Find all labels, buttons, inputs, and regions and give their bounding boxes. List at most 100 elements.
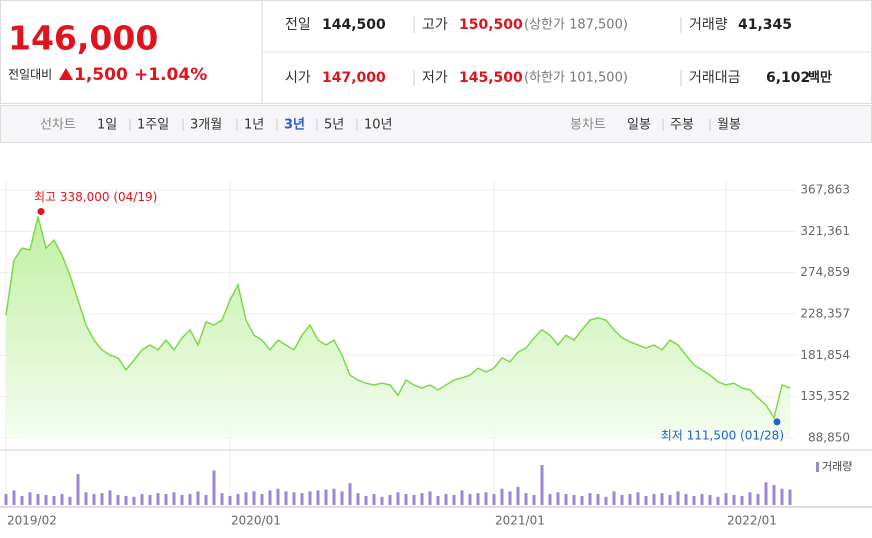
volume-bar bbox=[444, 494, 448, 505]
tab[interactable]: 일봉 bbox=[627, 118, 651, 133]
extreme-dot bbox=[37, 208, 45, 216]
extreme-dot bbox=[773, 418, 781, 426]
volume-bar bbox=[620, 495, 624, 505]
annotation: 최저 111,500 (01/28) bbox=[661, 428, 784, 442]
value: 150,500 bbox=[459, 17, 523, 33]
value: 147,000 bbox=[322, 70, 386, 86]
volume-bar bbox=[20, 495, 24, 505]
volume-bar bbox=[244, 492, 248, 505]
volume-bar bbox=[4, 494, 8, 505]
volume-bar bbox=[156, 493, 160, 505]
volume-bar bbox=[28, 492, 32, 505]
volume-bar bbox=[180, 495, 184, 505]
tab[interactable]: 10년 bbox=[364, 118, 393, 133]
label: 전일 bbox=[285, 17, 311, 33]
volume-bar bbox=[788, 489, 792, 505]
volume-bar bbox=[212, 470, 216, 505]
label: 시가 bbox=[285, 70, 311, 86]
volume-bar bbox=[412, 495, 416, 505]
change: 1,500 bbox=[74, 65, 128, 85]
volume-bar bbox=[380, 496, 384, 505]
note: (상한가 187,500) bbox=[524, 18, 628, 33]
change-pct: +1.04% bbox=[134, 65, 207, 85]
volume-bar bbox=[108, 490, 112, 505]
y-tick-label: 181,854 bbox=[800, 348, 850, 362]
volume-bar bbox=[132, 496, 136, 505]
label: 거래량 bbox=[689, 17, 728, 33]
volume-bar bbox=[188, 494, 192, 505]
area bbox=[6, 216, 790, 438]
legend-label: 거래량 bbox=[822, 460, 852, 473]
volume-bar bbox=[556, 492, 560, 505]
volume-bar bbox=[284, 491, 288, 505]
tab[interactable]: 주봉 bbox=[670, 118, 694, 133]
volume-bar bbox=[740, 495, 744, 505]
volume-bar bbox=[516, 486, 520, 505]
volume-bar bbox=[148, 495, 152, 505]
volume-bar bbox=[708, 495, 712, 505]
volume-bar bbox=[772, 485, 776, 505]
tab[interactable]: 1일 bbox=[97, 118, 117, 133]
y-tick-label: 321,361 bbox=[800, 224, 850, 238]
tab[interactable]: 3년 bbox=[284, 118, 305, 133]
volume-bar bbox=[748, 492, 752, 505]
volume-bar bbox=[548, 494, 552, 505]
volume-bar bbox=[492, 494, 496, 505]
volume-bar bbox=[196, 491, 200, 505]
annotation: 최고 338,000 (04/19) bbox=[34, 190, 157, 204]
tab[interactable]: 1년 bbox=[244, 118, 264, 133]
volume-bar bbox=[116, 495, 120, 505]
label: 고가 bbox=[422, 17, 448, 33]
tab[interactable]: 5년 bbox=[324, 118, 344, 133]
tab-group-label: 선차트 bbox=[40, 118, 76, 133]
volume-bar bbox=[564, 494, 568, 505]
volume-bar bbox=[92, 494, 96, 505]
volume-bar bbox=[164, 494, 168, 505]
volume-bar bbox=[460, 490, 464, 505]
x-tick-label: 2020/01 bbox=[231, 514, 281, 528]
volume-bar bbox=[388, 495, 392, 505]
volume-bar bbox=[364, 495, 368, 505]
volume-bar bbox=[268, 490, 272, 505]
x-tick-label: 2022/01 bbox=[727, 514, 777, 528]
volume-bar bbox=[420, 493, 424, 505]
tab[interactable]: 월봉 bbox=[717, 118, 741, 133]
volume-bar bbox=[588, 493, 592, 505]
x-tick-label: 2019/02 bbox=[7, 514, 57, 528]
volume-bar bbox=[572, 495, 576, 505]
volume-bar bbox=[396, 492, 400, 505]
volume-bar bbox=[476, 493, 480, 505]
volume-bar bbox=[628, 494, 632, 505]
unit: 백만 bbox=[808, 70, 832, 86]
volume-bar bbox=[452, 495, 456, 505]
volume-bar bbox=[532, 495, 536, 505]
volume-bar bbox=[308, 491, 312, 505]
volume-bar bbox=[356, 493, 360, 505]
tab[interactable]: 1주일 bbox=[137, 118, 169, 133]
volume-bar bbox=[636, 492, 640, 505]
volume-bar bbox=[468, 494, 472, 505]
tab[interactable]: 3개월 bbox=[190, 118, 222, 133]
volume-bar bbox=[52, 495, 56, 505]
volume-bar bbox=[580, 495, 584, 505]
volume-bar bbox=[44, 495, 48, 505]
volume-bar bbox=[236, 494, 240, 505]
volume-bar bbox=[324, 489, 328, 505]
volume-bar bbox=[372, 494, 376, 505]
volume-bar bbox=[228, 495, 232, 505]
y-tick-label: 367,863 bbox=[800, 183, 850, 197]
value: 6,102 bbox=[766, 70, 810, 86]
tab-bar bbox=[0, 105, 872, 143]
y-tick-label: 274,859 bbox=[800, 265, 850, 279]
volume-bar bbox=[292, 492, 296, 505]
label: 거래대금 bbox=[689, 70, 741, 86]
volume-bar bbox=[60, 494, 64, 505]
volume-bar bbox=[404, 494, 408, 505]
volume-bar bbox=[252, 491, 256, 505]
legend-swatch bbox=[816, 462, 819, 472]
volume-bar bbox=[276, 488, 280, 505]
volume-bar bbox=[612, 491, 616, 505]
price: 146,000 bbox=[8, 19, 158, 58]
volume-bar bbox=[780, 488, 784, 505]
